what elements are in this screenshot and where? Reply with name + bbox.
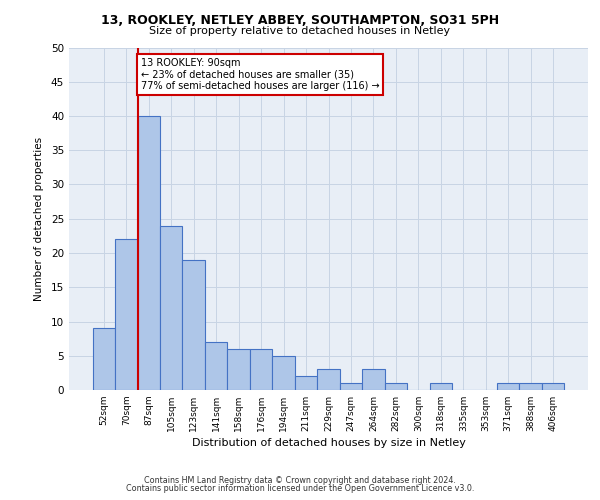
Bar — [430, 383, 452, 390]
Bar — [182, 260, 205, 390]
Bar — [542, 383, 565, 390]
Text: Contains public sector information licensed under the Open Government Licence v3: Contains public sector information licen… — [126, 484, 474, 493]
Bar — [520, 383, 542, 390]
X-axis label: Distribution of detached houses by size in Netley: Distribution of detached houses by size … — [191, 438, 466, 448]
Bar — [385, 383, 407, 390]
Bar — [227, 349, 250, 390]
Bar — [272, 356, 295, 390]
Bar — [362, 370, 385, 390]
Bar — [295, 376, 317, 390]
Bar — [205, 342, 227, 390]
Bar — [317, 370, 340, 390]
Bar — [250, 349, 272, 390]
Bar — [137, 116, 160, 390]
Text: 13 ROOKLEY: 90sqm
← 23% of detached houses are smaller (35)
77% of semi-detached: 13 ROOKLEY: 90sqm ← 23% of detached hous… — [141, 58, 380, 91]
Text: Size of property relative to detached houses in Netley: Size of property relative to detached ho… — [149, 26, 451, 36]
Bar — [92, 328, 115, 390]
Text: 13, ROOKLEY, NETLEY ABBEY, SOUTHAMPTON, SO31 5PH: 13, ROOKLEY, NETLEY ABBEY, SOUTHAMPTON, … — [101, 14, 499, 27]
Y-axis label: Number of detached properties: Number of detached properties — [34, 136, 44, 301]
Text: Contains HM Land Registry data © Crown copyright and database right 2024.: Contains HM Land Registry data © Crown c… — [144, 476, 456, 485]
Bar — [115, 240, 137, 390]
Bar — [497, 383, 520, 390]
Bar — [160, 226, 182, 390]
Bar — [340, 383, 362, 390]
